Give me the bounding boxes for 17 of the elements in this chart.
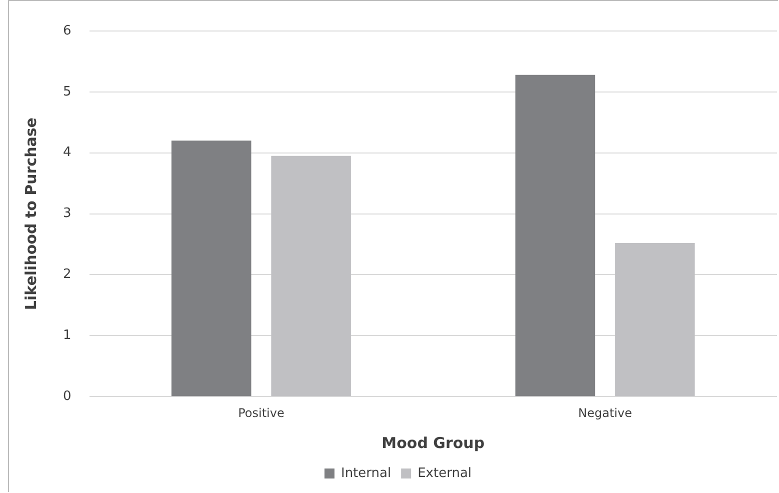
y-tick-label: 6 — [62, 23, 72, 38]
bar — [515, 74, 596, 396]
y-axis-title: Likelihood to Purchase — [22, 118, 40, 310]
legend-label: Internal — [340, 466, 392, 481]
y-tick-label: 0 — [62, 388, 72, 404]
legend-label: External — [418, 466, 472, 481]
y-tick-label: 1 — [62, 328, 72, 344]
bar — [271, 156, 351, 396]
y-tick-label: 5 — [62, 84, 72, 100]
y-tick-label: 4 — [62, 145, 72, 160]
y-tick-label: 2 — [62, 267, 72, 282]
y-tick-label: 3 — [62, 206, 72, 222]
bar — [171, 140, 252, 396]
x-tick-label: Negative — [578, 406, 632, 420]
bar — [615, 243, 695, 396]
x-tick-label: Positive — [238, 406, 284, 420]
x-axis-title: Mood Group — [382, 434, 485, 452]
